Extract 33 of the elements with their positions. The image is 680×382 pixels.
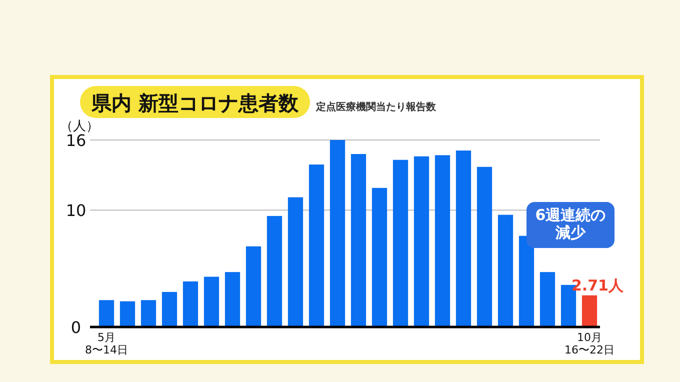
bar	[476, 166, 492, 327]
bar	[162, 292, 178, 327]
bar	[308, 164, 324, 327]
y-tick-label: 0	[70, 318, 82, 337]
bar	[518, 236, 534, 327]
bar	[392, 160, 408, 327]
bar	[350, 154, 366, 327]
bar	[98, 300, 114, 327]
y-tick-label: 16	[66, 131, 86, 150]
bar	[120, 301, 136, 327]
chart-title: 県内 新型コロナ患者数	[90, 91, 300, 115]
chart-subtitle: 定点医療機関当たり報告数	[315, 101, 437, 113]
bar	[246, 246, 262, 327]
y-axis-title: （人）	[60, 119, 99, 134]
bar	[456, 150, 472, 327]
bar	[414, 156, 430, 327]
bar	[434, 155, 450, 327]
bar	[140, 300, 156, 327]
bar	[498, 214, 514, 327]
bar	[372, 188, 388, 327]
annotation: 6週連続の減少	[535, 206, 606, 242]
bar	[330, 140, 346, 327]
bar	[224, 272, 240, 327]
bar	[266, 216, 282, 327]
bar	[582, 295, 598, 327]
x-tick-label: 5月 8〜14日	[85, 331, 128, 357]
bar	[182, 281, 198, 327]
bar	[288, 197, 304, 327]
x-tick-label: 10月 16〜22日	[564, 331, 614, 357]
bar	[540, 272, 556, 327]
y-tick-label: 10	[66, 201, 86, 220]
bar	[204, 276, 220, 327]
data-label: 2.71人	[571, 276, 624, 294]
